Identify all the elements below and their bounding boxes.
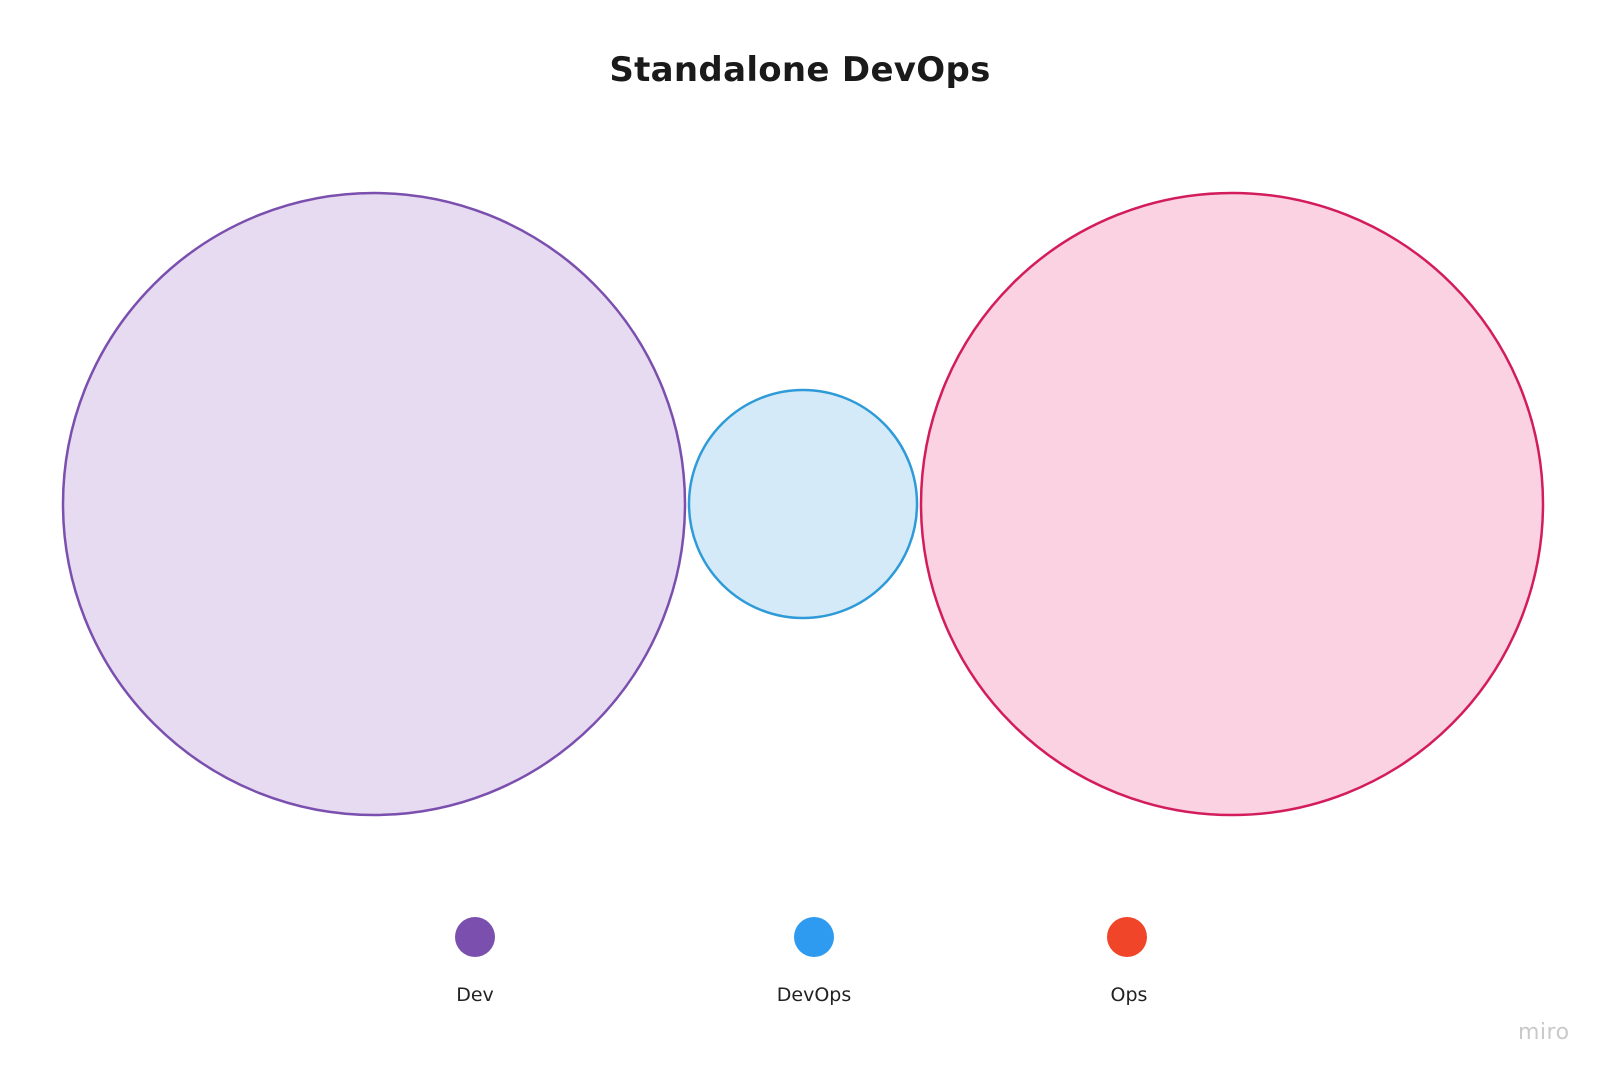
miro-watermark: miro [1518, 1020, 1570, 1045]
legend-dot-dev [455, 917, 495, 957]
devops-circle [687, 388, 919, 620]
legend-dot-ops [1107, 917, 1147, 957]
ops-circle [919, 191, 1545, 817]
legend-label-devops: DevOps [776, 984, 852, 1006]
legend-dot-devops [794, 917, 834, 957]
diagram-title: Standalone DevOps [609, 50, 991, 90]
legend-label-ops: Ops [1110, 984, 1148, 1006]
dev-circle [61, 191, 687, 817]
legend-label-dev: Dev [456, 984, 494, 1006]
